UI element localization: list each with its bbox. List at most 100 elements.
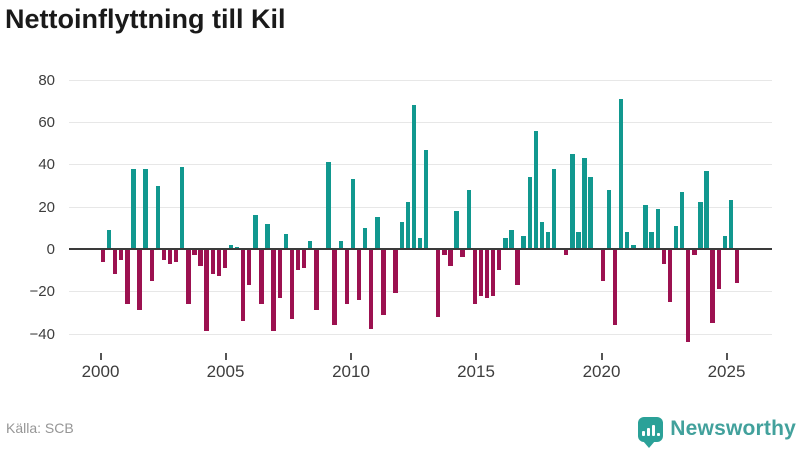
bar xyxy=(295,249,301,271)
bar xyxy=(393,249,398,294)
bar xyxy=(234,246,240,249)
brand-name: Newsworthy xyxy=(670,417,796,440)
x-axis-label: 2010 xyxy=(332,362,370,381)
x-axis-tick xyxy=(224,353,227,360)
bar xyxy=(679,191,685,249)
bar xyxy=(173,249,179,262)
bar xyxy=(503,238,508,249)
bar xyxy=(265,223,270,249)
source-label: Källa: SCB xyxy=(6,420,74,436)
bar xyxy=(137,249,142,311)
bar xyxy=(551,168,557,249)
bar xyxy=(661,249,667,264)
bar xyxy=(600,249,606,281)
bar xyxy=(466,189,471,249)
bar xyxy=(283,234,289,249)
x-axis-label: 2020 xyxy=(582,362,621,381)
bar xyxy=(405,202,410,249)
bar xyxy=(271,249,276,332)
bar xyxy=(338,240,343,249)
gridline xyxy=(69,122,772,124)
logo-dot-icon xyxy=(656,432,660,436)
bar xyxy=(314,249,319,311)
bar xyxy=(210,249,215,275)
bar xyxy=(161,249,167,260)
bar xyxy=(704,170,709,249)
gridline xyxy=(69,291,772,293)
bar xyxy=(716,249,721,290)
bar xyxy=(606,189,612,249)
x-axis-label: 2000 xyxy=(81,362,120,381)
bar xyxy=(192,249,197,256)
bar xyxy=(649,232,654,249)
bar xyxy=(509,229,514,249)
bar xyxy=(332,249,337,326)
bar xyxy=(448,249,453,266)
bar xyxy=(356,249,362,300)
bar xyxy=(454,210,459,249)
logo-bar-icon xyxy=(641,430,645,436)
bar xyxy=(515,249,520,285)
bar xyxy=(497,249,502,271)
bar xyxy=(423,149,429,249)
bar xyxy=(667,249,673,302)
bar xyxy=(612,249,618,326)
x-axis-tick xyxy=(475,353,477,360)
bar xyxy=(442,249,447,256)
bar xyxy=(582,158,587,249)
logo-bar-icon xyxy=(651,424,655,436)
bar xyxy=(289,249,295,319)
y-axis-label: 0 xyxy=(46,241,55,258)
bar xyxy=(588,177,593,249)
bar xyxy=(576,232,581,249)
gridline xyxy=(69,333,772,335)
bar xyxy=(228,244,234,249)
bar xyxy=(539,221,545,249)
bar xyxy=(247,249,252,285)
bar xyxy=(100,249,106,262)
bar xyxy=(112,249,118,275)
bar xyxy=(643,204,648,249)
newsworthy-logo-icon xyxy=(638,416,664,448)
x-axis-tick xyxy=(350,353,352,360)
bar xyxy=(460,249,465,258)
bar xyxy=(631,244,636,249)
bar xyxy=(411,105,417,249)
chart-title: Nettoinflyttning till Kil xyxy=(5,4,286,34)
bar xyxy=(710,249,715,323)
bar xyxy=(478,249,484,296)
x-axis-tick xyxy=(725,353,728,360)
bar xyxy=(149,249,154,281)
logo-bar-icon xyxy=(646,427,650,436)
y-axis-label: 80 xyxy=(38,71,55,89)
newsworthy-logo[interactable]: Newsworthy xyxy=(638,412,796,448)
bar xyxy=(484,249,490,298)
x-axis-label: 2005 xyxy=(206,362,245,381)
bar xyxy=(180,166,185,249)
y-axis-label: −20 xyxy=(29,283,55,301)
x-axis-tick xyxy=(99,353,102,360)
bar xyxy=(344,249,350,304)
bar xyxy=(564,249,569,256)
bar xyxy=(655,208,660,249)
bar xyxy=(204,249,209,332)
gridline xyxy=(69,164,772,166)
bar xyxy=(216,249,222,277)
bar xyxy=(277,249,282,298)
bar xyxy=(734,249,740,283)
bar xyxy=(722,236,727,249)
bar xyxy=(436,249,441,317)
bar xyxy=(350,179,356,249)
bar xyxy=(253,215,258,249)
bar xyxy=(728,200,734,249)
bar xyxy=(381,249,386,315)
zero-line xyxy=(69,248,772,250)
bar xyxy=(625,232,630,249)
bar xyxy=(490,249,496,296)
bar xyxy=(673,225,679,249)
bar xyxy=(301,249,307,269)
bar xyxy=(222,249,228,269)
bar xyxy=(527,177,532,249)
bar xyxy=(198,249,203,266)
